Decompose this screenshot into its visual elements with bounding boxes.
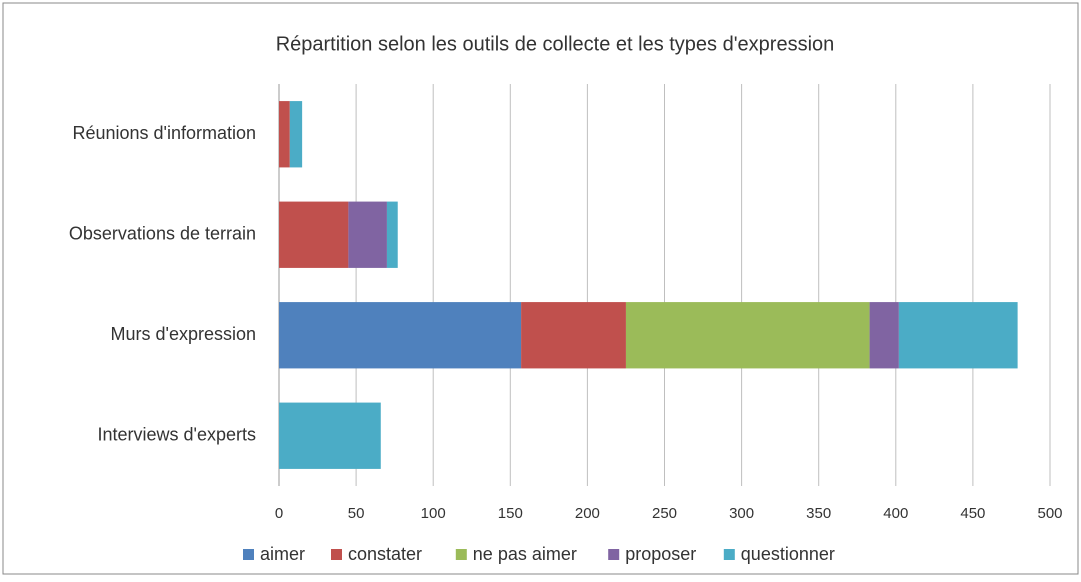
- y-tick-label: Réunions d'information: [72, 123, 256, 143]
- x-tick-label: 250: [652, 505, 677, 522]
- y-tick-label: Interviews d'experts: [97, 425, 256, 445]
- legend-swatch: [608, 549, 620, 560]
- x-tick-label: 350: [806, 505, 831, 522]
- chart-title: Répartition selon les outils de collecte…: [276, 33, 835, 55]
- x-tick-label: 0: [275, 505, 283, 522]
- bar-segment: [898, 302, 1018, 369]
- x-tick-label: 50: [348, 505, 365, 522]
- x-tick-label: 500: [1037, 505, 1062, 522]
- y-tick-label: Murs d'expression: [111, 324, 257, 344]
- y-tick-label: Observations de terrain: [69, 224, 256, 244]
- bar-segment: [279, 101, 290, 168]
- bar-segment: [279, 402, 381, 469]
- bar-segment: [348, 201, 387, 268]
- bar-segment: [279, 302, 522, 369]
- x-tick-label: 150: [498, 505, 523, 522]
- bar-segment: [869, 302, 899, 369]
- legend-swatch: [243, 549, 254, 560]
- legend-label: questionner: [741, 544, 835, 564]
- legend-label: proposer: [625, 544, 696, 564]
- legend-swatch: [723, 549, 735, 560]
- x-tick-label: 300: [729, 505, 754, 522]
- legend-swatch: [455, 549, 467, 560]
- legend-swatch: [331, 549, 342, 560]
- x-tick-label: 100: [421, 505, 446, 522]
- legend-label: constater: [348, 544, 422, 564]
- x-tick-label: 450: [960, 505, 985, 522]
- legend-label: ne pas aimer: [473, 544, 577, 564]
- bar-segment: [289, 101, 303, 168]
- legend-label: aimer: [260, 544, 305, 564]
- bar-segment: [386, 201, 398, 268]
- x-tick-label: 400: [883, 505, 908, 522]
- x-tick-label: 200: [575, 505, 600, 522]
- bar-segment: [521, 302, 626, 369]
- bar-segment: [279, 201, 349, 268]
- bar-segment: [625, 302, 870, 369]
